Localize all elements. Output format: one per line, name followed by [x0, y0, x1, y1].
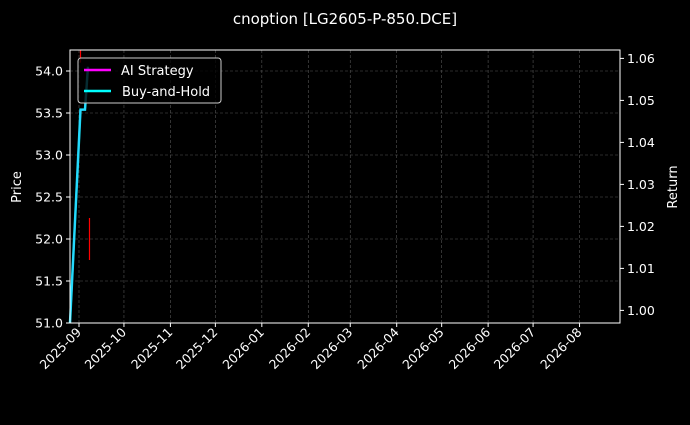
- y-axis-return: 1.00 1.01 1.02 1.03 1.04 1.05 1.06: [620, 51, 655, 318]
- y2-tick-label: 1.03: [627, 177, 655, 192]
- legend-box: [77, 57, 222, 104]
- y2-axis-label: Return: [666, 165, 681, 208]
- y-axis-label: Price: [10, 171, 25, 203]
- y-tick-label: 53.0: [35, 148, 63, 163]
- x-tick-label: 2025-12: [173, 325, 221, 373]
- y-tick-label: 51.0: [35, 316, 63, 331]
- x-tick-label: 2026-02: [266, 325, 314, 373]
- plot-frame: [69, 49, 621, 324]
- y2-tick-label: 1.05: [627, 93, 655, 108]
- chart-title: cnoption [LG2605-P-850.DCE]: [233, 10, 457, 28]
- x-tick-label: 2026-06: [446, 324, 494, 372]
- x-tick-label: 2025-11: [128, 325, 176, 373]
- y-tick-label: 52.5: [35, 190, 63, 205]
- x-tick-label: 2026-01: [219, 325, 267, 373]
- x-tick-label: 2026-04: [354, 324, 402, 372]
- y-tick-label: 51.5: [35, 274, 63, 289]
- x-tick-label: 2026-03: [308, 325, 356, 373]
- y-axis-price: 51.0 51.5 52.0 52.5 53.0 53.5 54.0: [35, 64, 70, 331]
- legend-label-buy-and-hold: Buy-and-Hold: [122, 85, 210, 100]
- y-tick-label: 54.0: [35, 64, 63, 79]
- x-tick-label: 2025-10: [82, 324, 130, 372]
- y2-tick-label: 1.00: [627, 303, 655, 318]
- y2-tick-label: 1.02: [627, 219, 655, 234]
- legend: AI Strategy Buy-and-Hold: [77, 57, 222, 104]
- x-tick-label: 2025-09: [37, 324, 85, 372]
- x-tick-label: 2026-05: [399, 325, 447, 373]
- y2-tick-label: 1.06: [627, 51, 655, 66]
- legend-label-ai-strategy: AI Strategy: [121, 64, 194, 79]
- y2-tick-label: 1.04: [627, 135, 655, 150]
- x-tick-label: 2026-07: [491, 325, 539, 373]
- y2-tick-label: 1.01: [627, 261, 655, 276]
- y-tick-label: 53.5: [35, 106, 63, 121]
- y-tick-label: 52.0: [35, 232, 63, 247]
- x-tick-label: 2026-08: [537, 324, 585, 372]
- x-axis: 2025-092025-102025-112025-122026-012026-…: [37, 323, 585, 372]
